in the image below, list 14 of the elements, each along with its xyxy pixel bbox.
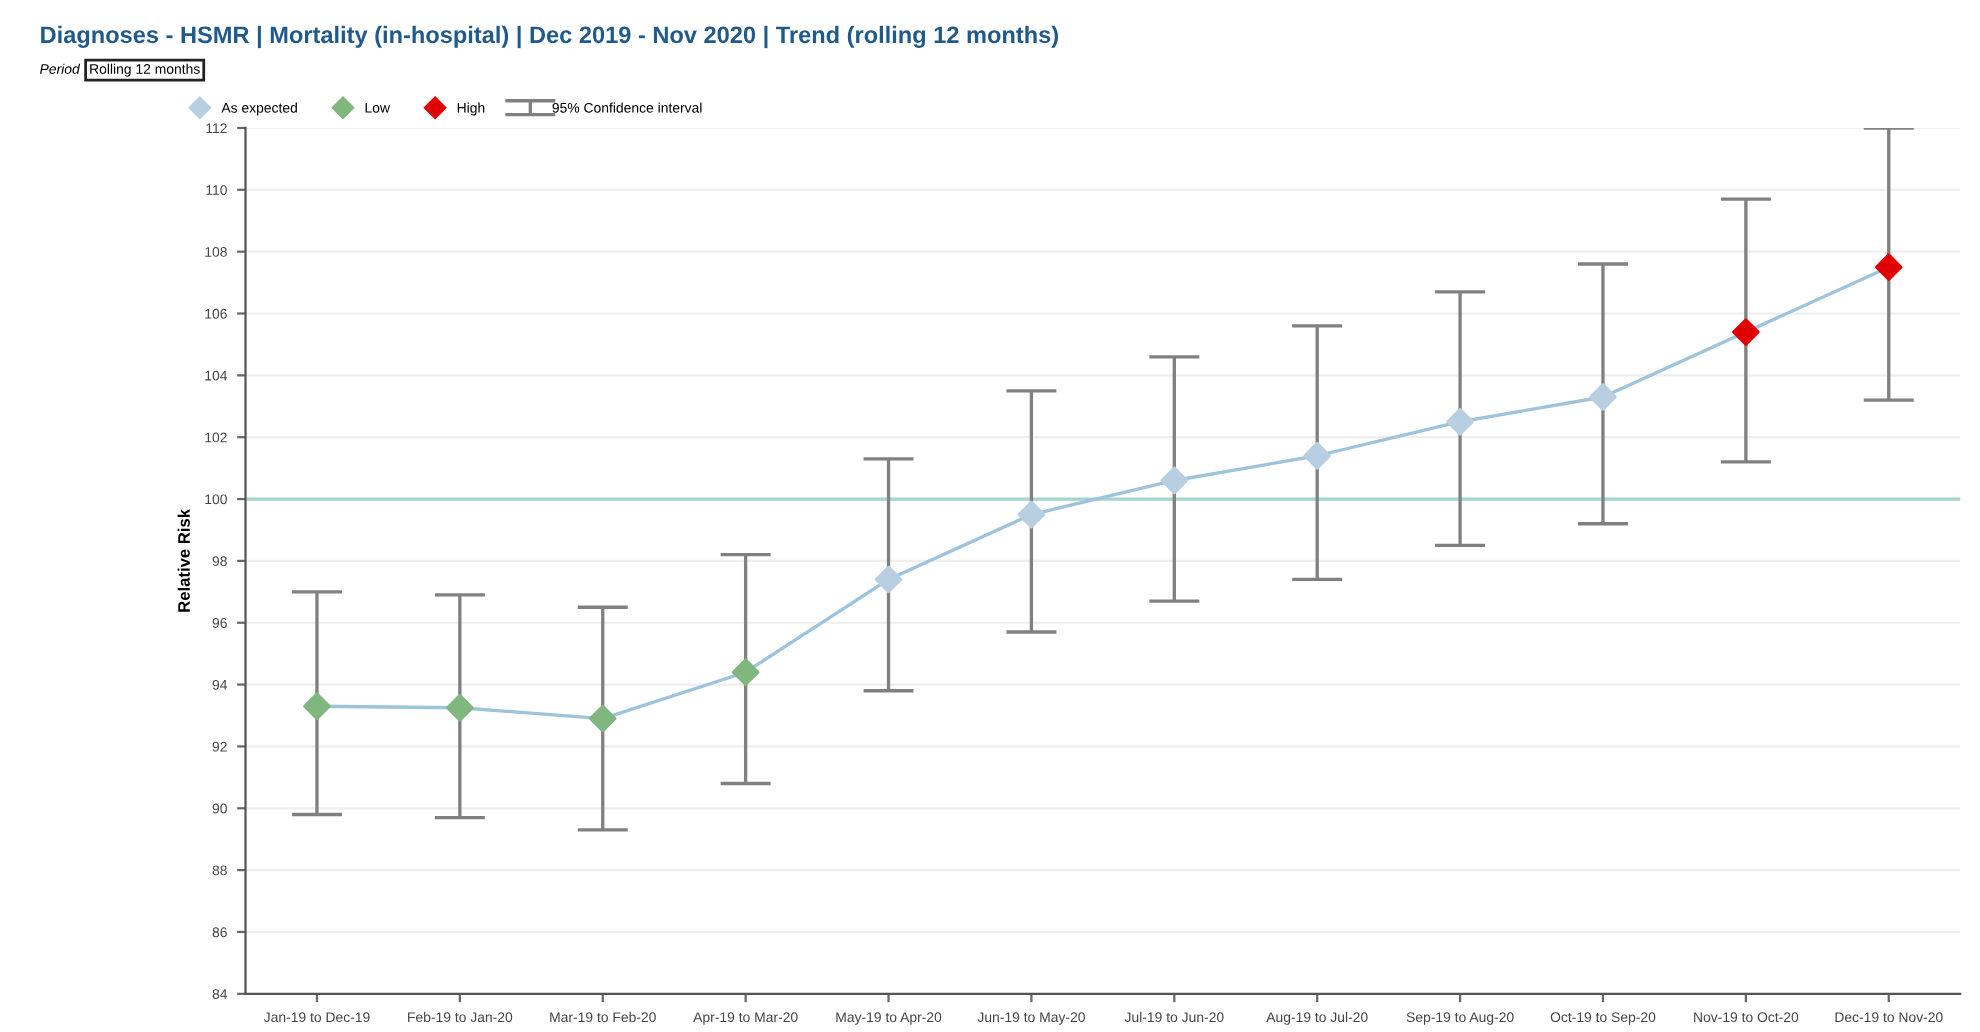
point: [1732, 318, 1760, 346]
point: [874, 565, 903, 594]
point: [1874, 253, 1903, 281]
point: [588, 704, 617, 733]
point: [303, 692, 331, 721]
point: [446, 693, 474, 722]
point: [1160, 466, 1189, 495]
point: [1589, 383, 1617, 411]
chart-title: Diagnoses - HSMR | Mortality (in-hospital) | Dec 2019 - Nov 2020 | Trend (rolling 12 months): [41, 25, 1058, 49]
y-axis-title: Relative Risk: [177, 508, 190, 612]
point: [1017, 500, 1046, 529]
point: [1303, 441, 1332, 470]
point: [1446, 407, 1474, 436]
point: [731, 658, 760, 687]
